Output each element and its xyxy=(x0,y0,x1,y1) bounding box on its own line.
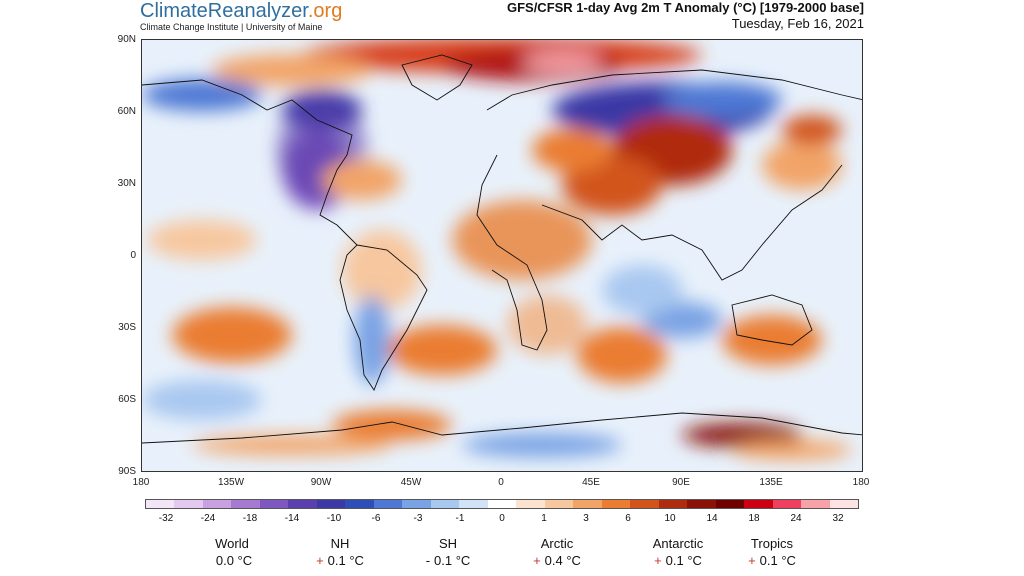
color-scale-label: 32 xyxy=(832,513,844,524)
color-swatch xyxy=(316,500,346,508)
stat-name: Tropics xyxy=(750,536,794,551)
stat-sign: + xyxy=(533,553,541,568)
color-swatch xyxy=(772,500,802,508)
lat-tick-label: 60N xyxy=(117,106,136,117)
lat-tick-label: 0 xyxy=(130,250,136,261)
stat-sh: SH -0.1 °C xyxy=(398,536,498,568)
lon-tick-label: 90W xyxy=(310,477,332,488)
stat-value: 0.1 °C xyxy=(665,553,702,568)
lon-tick-label: 135W xyxy=(217,477,245,488)
lon-tick-label: 45E xyxy=(582,477,600,488)
stat-name: Antarctic xyxy=(652,536,704,551)
anomaly-map[interactable] xyxy=(141,39,863,472)
color-swatch xyxy=(231,500,260,508)
brand-name-main: ClimateReanalyzer xyxy=(140,0,308,22)
color-scale-label: -24 xyxy=(200,513,216,524)
color-swatch xyxy=(516,500,545,508)
stat-nh: NH +0.1 °C xyxy=(290,536,390,568)
lon-tick-label: 180 xyxy=(852,477,870,488)
color-scale-label: -6 xyxy=(371,513,381,524)
color-swatch xyxy=(146,500,175,508)
lat-tick-label: 90N xyxy=(117,34,136,45)
stat-sign: + xyxy=(316,553,324,568)
lon-tick-label: 45W xyxy=(400,477,422,488)
stat-antarctic: Antarctic +0.1 °C xyxy=(628,536,728,568)
color-swatch xyxy=(430,500,460,508)
color-swatch xyxy=(801,500,830,508)
stat-sign: + xyxy=(654,553,662,568)
color-scale-label: -3 xyxy=(413,513,423,524)
lat-tick-label: 30N xyxy=(117,178,136,189)
color-scale-label: 24 xyxy=(790,513,802,524)
color-swatch xyxy=(573,500,602,508)
color-scale-label: -18 xyxy=(242,513,258,524)
color-swatch xyxy=(544,500,574,508)
stat-value: 0.1 °C xyxy=(327,553,364,568)
color-scale-label: 1 xyxy=(541,513,547,524)
lon-tick-label: 180 xyxy=(132,477,150,488)
color-scale-label: 3 xyxy=(583,513,589,524)
color-scale-bar xyxy=(145,499,859,509)
color-scale-label: 0 xyxy=(499,513,505,524)
color-scale-label: 10 xyxy=(664,513,676,524)
stat-value: 0.1 °C xyxy=(759,553,796,568)
stat-value: 0.4 °C xyxy=(544,553,581,568)
color-swatch xyxy=(202,500,232,508)
stat-tropics: Tropics +0.1 °C xyxy=(722,536,822,568)
lat-tick-label: 90S xyxy=(118,466,136,477)
stat-name: World xyxy=(215,536,249,551)
color-scale-label: -14 xyxy=(284,513,300,524)
stat-sign: - xyxy=(425,553,431,568)
map-title: GFS/CFSR 1-day Avg 2m T Anomaly (°C) [19… xyxy=(506,0,864,15)
stat-value: 0.0 °C xyxy=(215,553,253,568)
site-logo[interactable]: ClimateReanalyzer.org xyxy=(140,0,342,22)
color-swatch xyxy=(487,500,517,508)
color-swatch xyxy=(459,500,488,508)
color-swatch xyxy=(687,500,716,508)
lat-tick-label: 60S xyxy=(118,394,136,405)
color-scale-label: -10 xyxy=(326,513,342,524)
anomaly-map-graphic xyxy=(142,40,862,471)
color-swatch xyxy=(744,500,773,508)
lon-tick-label: 90E xyxy=(672,477,690,488)
color-swatch xyxy=(658,500,688,508)
stat-arctic: Arctic +0.4 °C xyxy=(507,536,607,568)
map-date: Tuesday, Feb 16, 2021 xyxy=(731,16,864,31)
lon-tick-label: 0 xyxy=(498,477,504,488)
stat-name: Arctic xyxy=(540,536,574,551)
lat-tick-label: 30S xyxy=(118,322,136,333)
brand-name-suffix: .org xyxy=(307,0,343,22)
stat-name: SH xyxy=(438,536,458,551)
brand-subtitle: Climate Change Institute | University of… xyxy=(140,22,323,32)
color-swatch xyxy=(601,500,631,508)
color-scale-label: -32 xyxy=(158,513,174,524)
color-scale-label: 6 xyxy=(625,513,631,524)
coastlines xyxy=(142,54,862,444)
color-swatch xyxy=(715,500,745,508)
color-scale-label: 14 xyxy=(706,513,718,524)
color-swatch xyxy=(259,500,289,508)
color-swatch xyxy=(402,500,431,508)
lon-tick-label: 135E xyxy=(759,477,783,488)
color-swatch xyxy=(174,500,203,508)
color-swatch xyxy=(373,500,403,508)
color-swatch xyxy=(630,500,659,508)
stat-name: NH xyxy=(330,536,350,551)
stat-value: 0.1 °C xyxy=(434,553,471,568)
color-swatch xyxy=(829,500,859,508)
color-swatch xyxy=(345,500,374,508)
color-scale-label: -1 xyxy=(455,513,465,524)
stat-sign: + xyxy=(748,553,756,568)
stat-world: World 0.0 °C xyxy=(182,536,282,568)
color-scale-label: 18 xyxy=(748,513,760,524)
color-swatch xyxy=(288,500,317,508)
brand-header: ClimateReanalyzer.org Climate Change Ins… xyxy=(140,0,342,32)
